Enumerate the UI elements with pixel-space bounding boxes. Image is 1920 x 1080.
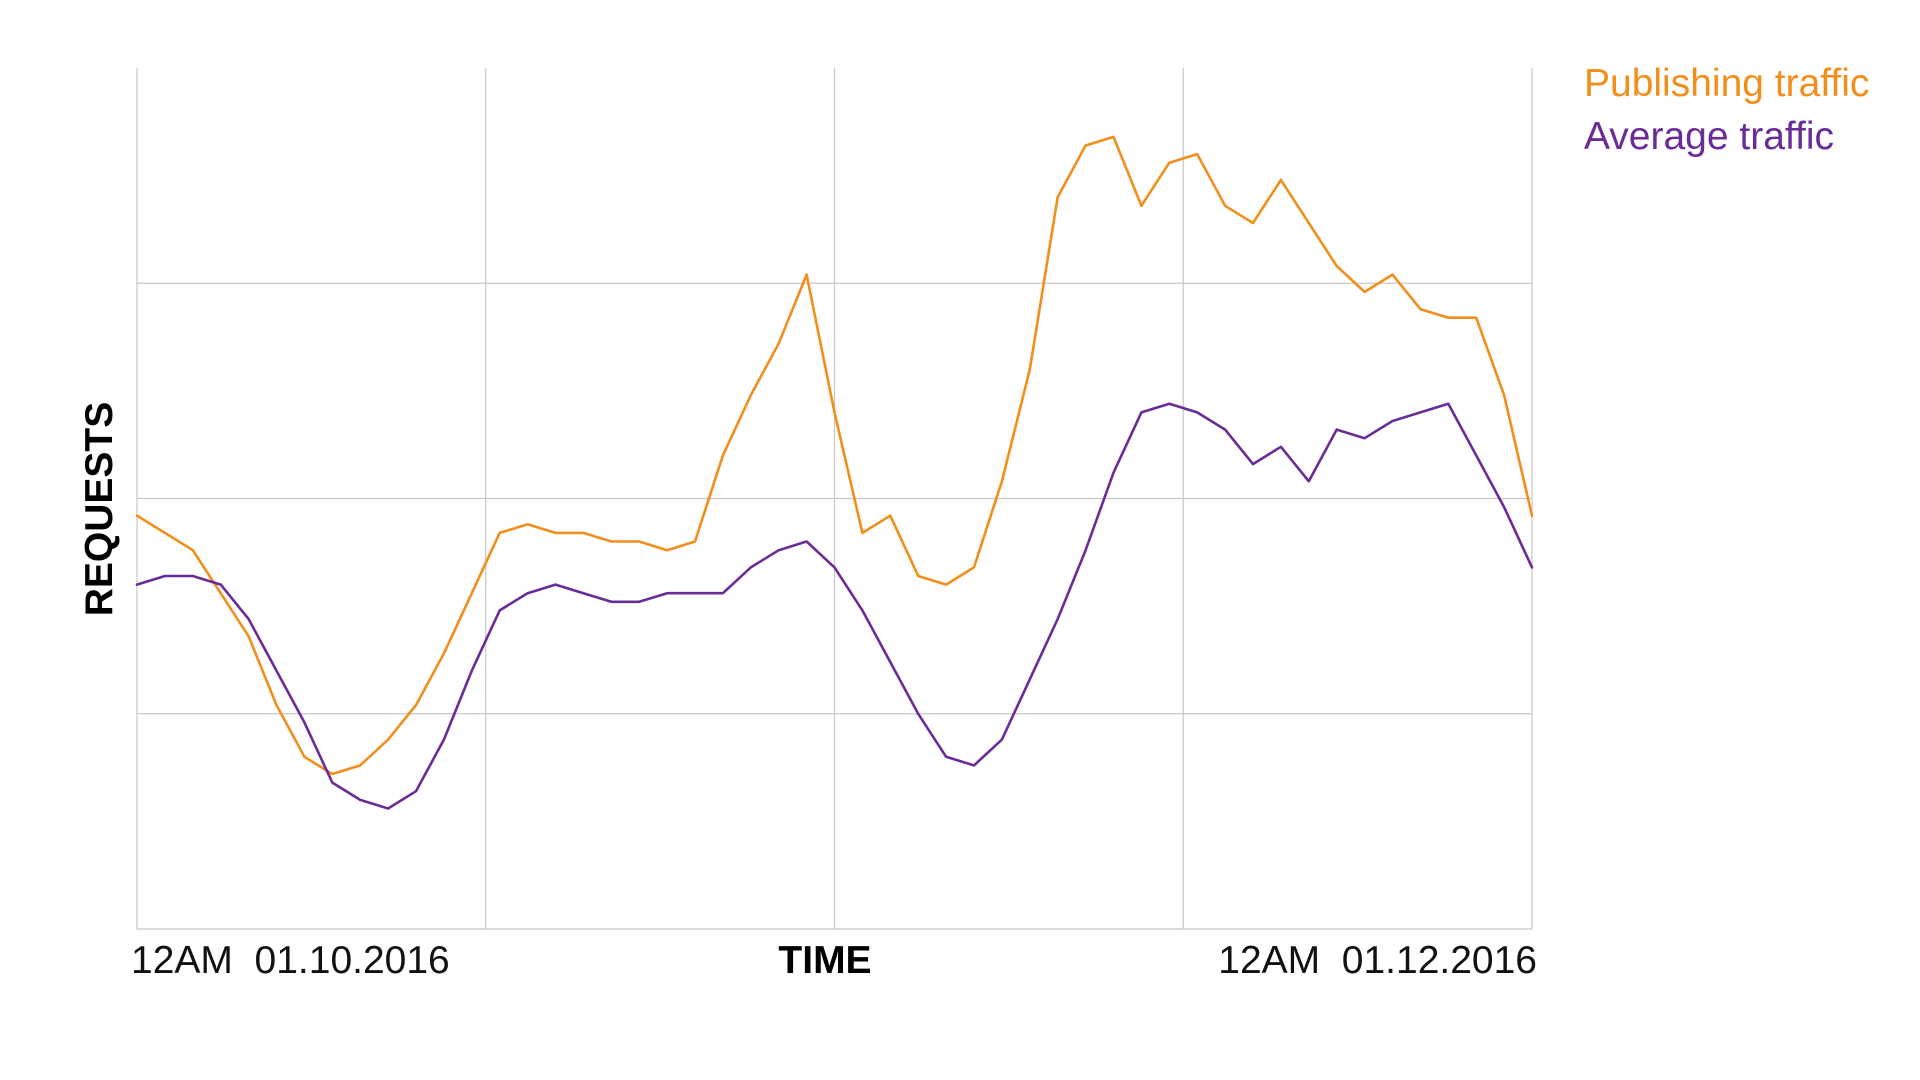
legend-publishing-traffic: Publishing traffic bbox=[1584, 62, 1869, 105]
series-line-average-traffic bbox=[135, 402, 1534, 810]
x-axis-title: TIME bbox=[778, 939, 871, 982]
x-tick-label-start: 12AM 01.10.2016 bbox=[131, 939, 450, 982]
y-axis-title: REQUESTS bbox=[78, 402, 121, 617]
legend-average-traffic: Average traffic bbox=[1584, 115, 1834, 158]
series-line-publishing-traffic bbox=[135, 135, 1534, 776]
chart-grid bbox=[136, 68, 1533, 930]
x-tick-label-end: 12AM 01.12.2016 bbox=[1218, 939, 1537, 982]
chart-series bbox=[135, 135, 1534, 810]
